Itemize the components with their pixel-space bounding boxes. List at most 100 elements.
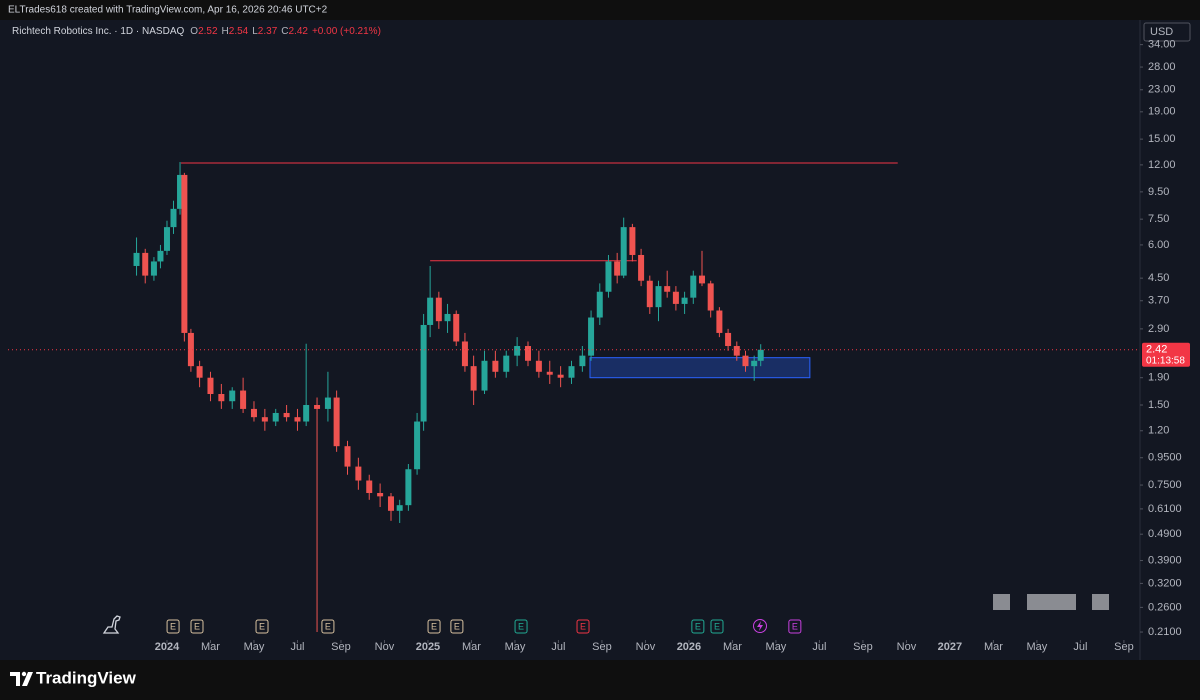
event-label: E: [325, 621, 331, 631]
event-badge: [710, 619, 724, 634]
candle-body: [181, 174, 188, 333]
candle-body: [420, 324, 427, 422]
candle-body: [444, 313, 451, 322]
x-tick-label: 2027: [938, 641, 962, 653]
event-badge: [166, 619, 180, 634]
candle-body: [250, 408, 257, 418]
y-tick-label: 0.3900: [1148, 554, 1182, 566]
candle-body: [366, 480, 373, 494]
event-badge: [255, 619, 269, 634]
candle-body: [546, 371, 553, 375]
x-tick-label: Sep: [331, 641, 351, 653]
y-tick-label: 0.6100: [1148, 503, 1182, 515]
redacted-box: [1092, 594, 1109, 610]
legend-l: 2.37: [258, 26, 278, 37]
legend-symbol: Richtech Robotics Inc. · 1D · NASDAQ: [12, 26, 184, 37]
y-tick-label: 15.00: [1148, 133, 1176, 145]
legend-o: 2.52: [198, 26, 218, 37]
candle-body: [751, 360, 758, 367]
candle-body: [177, 174, 184, 209]
candle-body: [690, 275, 697, 298]
y-tick-label: 7.50: [1148, 213, 1169, 225]
y-tick-label: 6.00: [1148, 239, 1169, 251]
candle-body: [579, 355, 586, 367]
candle-body: [187, 332, 194, 367]
event-label: E: [259, 621, 265, 631]
candle-body: [453, 313, 460, 342]
event-label: E: [454, 621, 460, 631]
event-badge: [576, 619, 590, 634]
candle-body: [133, 252, 140, 266]
x-tick-label: Jul: [551, 641, 565, 653]
y-tick-label: 0.9500: [1148, 452, 1182, 464]
logo: [10, 672, 33, 686]
candle-body: [503, 355, 510, 372]
y-tick-label: 9.50: [1148, 186, 1169, 198]
candle-body: [405, 469, 412, 506]
x-tick-label: May: [766, 641, 787, 653]
x-tick-label: Nov: [375, 641, 395, 653]
candle-body: [218, 393, 225, 402]
brand: TradingView: [36, 668, 137, 687]
candle-body: [261, 417, 268, 422]
legend-l-label: L: [252, 26, 258, 37]
currency-box: [1143, 22, 1191, 42]
countdown-label: 01:13:58: [1146, 355, 1185, 366]
candle-body: [492, 360, 499, 372]
last-price-box: [1142, 342, 1190, 367]
chart-area: [0, 20, 1200, 660]
event-badge: [691, 619, 705, 634]
y-tick-label: 4.50: [1148, 272, 1169, 284]
candle-body: [170, 208, 177, 228]
y-tick-label: 28.00: [1148, 61, 1176, 73]
candle-body: [525, 346, 532, 361]
candle-body: [294, 417, 301, 422]
candle-body: [672, 291, 679, 304]
event-label: E: [518, 621, 524, 631]
y-tick-label: 23.00: [1148, 84, 1176, 96]
x-tick-label: Mar: [984, 641, 1003, 653]
x-tick-label: Nov: [897, 641, 917, 653]
candle-body: [229, 390, 236, 402]
candle-body: [638, 254, 645, 281]
candle-body: [655, 286, 662, 308]
y-tick-label: 1.20: [1148, 425, 1169, 437]
candle-body: [333, 397, 340, 447]
candle-body: [240, 390, 247, 409]
event-label: E: [194, 621, 200, 631]
candle-body: [377, 493, 384, 497]
candle-body: [142, 252, 149, 276]
event-badge: [321, 619, 335, 634]
candle-body: [535, 360, 542, 372]
y-tick-label: 0.2600: [1148, 601, 1182, 613]
candle-body: [481, 360, 488, 391]
candle-body: [414, 421, 421, 470]
candle-body: [707, 283, 714, 311]
candle-body: [435, 297, 442, 322]
footer-bar: [0, 660, 1200, 700]
y-tick-label: 19.00: [1148, 106, 1176, 118]
candle-body: [614, 261, 621, 276]
candle-body: [324, 397, 331, 409]
legend: Richtech Robotics Inc. · 1D · NASDAQ O2.5…: [12, 26, 381, 37]
zone: [589, 357, 811, 379]
candle-body: [150, 261, 157, 276]
candle-body: [461, 341, 468, 367]
event-label: E: [714, 621, 720, 631]
lightning-icon: [753, 619, 767, 633]
plot: 34.00 28.00 23.00 19.00 15.00 12.00 9.50 7.50 6.…: [8, 39, 1182, 653]
x-tick-label: May: [505, 641, 526, 653]
candle-body: [355, 466, 362, 481]
candle-body: [742, 355, 749, 367]
candle-body: [207, 377, 214, 394]
x-tick-label: Mar: [201, 641, 220, 653]
candle-body: [588, 317, 595, 356]
x-tick-label: 2025: [416, 641, 440, 653]
currency: USD: [1150, 26, 1173, 38]
candle-body: [716, 310, 723, 333]
candle-body: [470, 366, 477, 391]
candle-body: [387, 496, 394, 511]
candle-body: [196, 366, 203, 378]
lightning-bolt: [757, 621, 763, 631]
